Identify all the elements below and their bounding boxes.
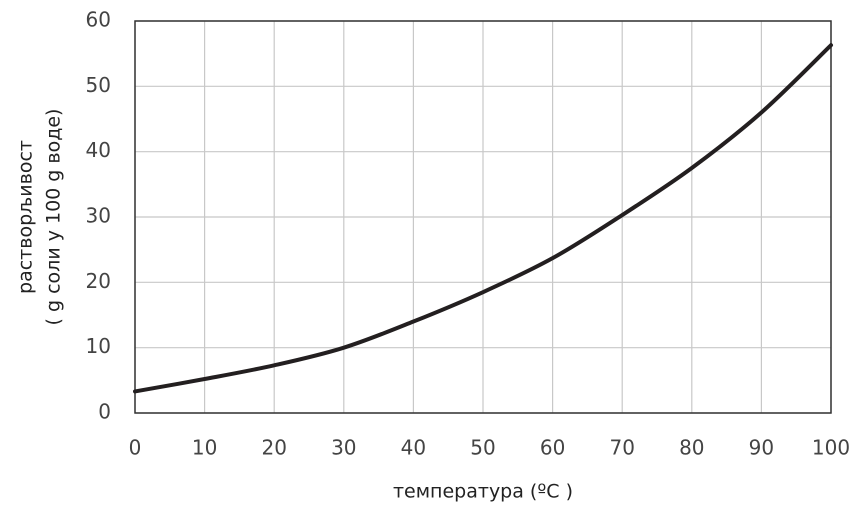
y-tick-label: 60	[86, 8, 111, 32]
x-tick-label: 10	[192, 436, 217, 460]
x-tick-label: 30	[331, 436, 356, 460]
x-axis-label: температура (ºC )	[393, 481, 573, 503]
x-tick-label: 80	[679, 436, 704, 460]
y-axis-label: растворљивост	[15, 140, 37, 294]
plot-frame	[134, 20, 832, 414]
y-tick-label: 0	[98, 400, 111, 424]
x-tick-label: 0	[129, 436, 142, 460]
y-axis-label: ( g соли у 100 g воде)	[43, 109, 65, 326]
x-tick-label: 100	[812, 436, 850, 460]
y-tick-label: 20	[86, 269, 111, 293]
y-tick-label: 40	[86, 138, 111, 162]
y-tick-label: 30	[86, 204, 111, 228]
y-tick-label: 10	[86, 334, 111, 358]
x-tick-label: 40	[401, 436, 426, 460]
x-tick-label: 90	[749, 436, 774, 460]
x-tick-label: 50	[470, 436, 495, 460]
y-tick-label: 50	[86, 73, 111, 97]
x-tick-label: 70	[609, 436, 634, 460]
x-tick-label: 60	[540, 436, 565, 460]
data-line	[133, 43, 833, 394]
x-tick-label: 20	[261, 436, 286, 460]
